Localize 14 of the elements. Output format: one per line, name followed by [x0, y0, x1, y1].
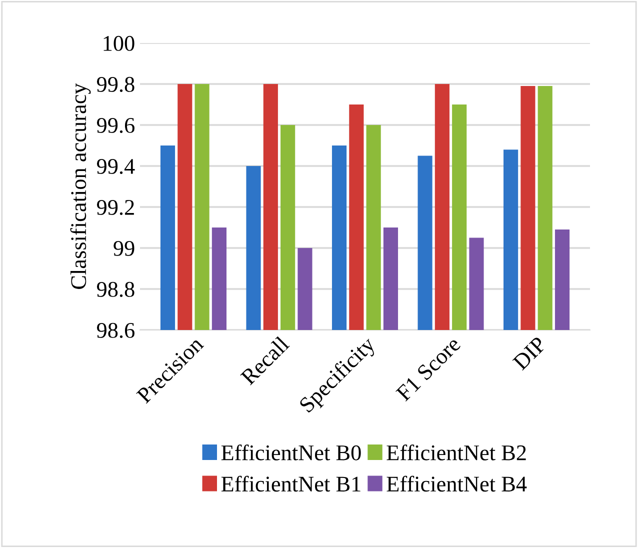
legend-label: EfficientNet B1 [221, 476, 360, 492]
y-tick-label: 99.2 [96, 200, 134, 216]
y-tick-label: 99.6 [96, 118, 134, 134]
y-tick-label: 99 [114, 240, 134, 256]
y-tick-label: 98.8 [96, 282, 134, 298]
legend-label: EfficientNet B4 [386, 476, 527, 492]
y-axis-title: Classification accuracy [70, 83, 91, 289]
legend-label: EfficientNet B0 [221, 444, 361, 460]
y-tick-label: 100 [104, 36, 134, 51]
y-tick-label: 98.6 [96, 322, 134, 338]
x-tick-label: DIP [512, 336, 547, 371]
y-tick-label: 99.8 [96, 76, 134, 92]
legend-label: EfficientNet B2 [386, 444, 526, 460]
y-tick-label: 99.4 [96, 158, 135, 174]
